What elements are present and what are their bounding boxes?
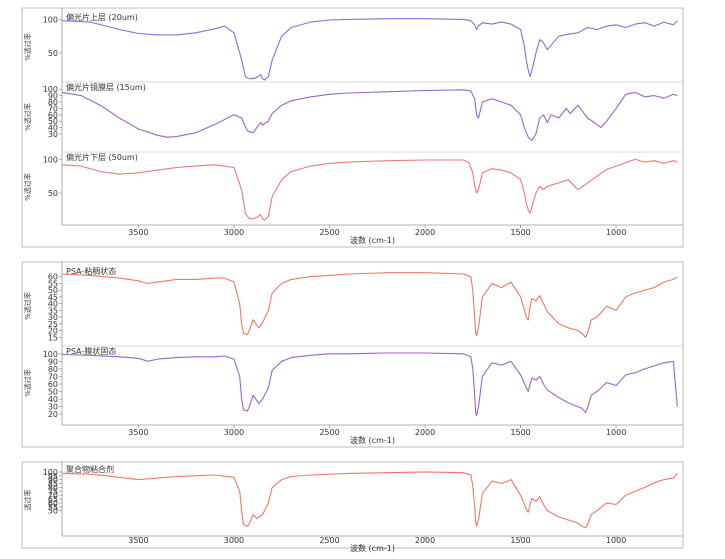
y-tick-label: 50 [48, 388, 58, 397]
y-tick-label: 40 [48, 124, 58, 133]
y-tick-label: 70 [48, 104, 58, 113]
y-tick-label: 100 [43, 85, 58, 94]
x-tick-label: 3500 [128, 228, 148, 237]
y-tick-label: 65 [48, 495, 58, 504]
group-frame-1 [21, 261, 684, 448]
y-tick-label: 50 [48, 189, 58, 198]
x-tick-label: 2000 [415, 536, 435, 545]
spectrum-line [61, 89, 678, 141]
series-title: 偏光片上层 (20um) [66, 12, 138, 22]
y-axis-label: %透过率 [23, 103, 32, 131]
y-tick-label: 85 [48, 480, 58, 489]
spectrum-line [61, 471, 678, 529]
y-tick-label: 30 [48, 403, 58, 412]
y-tick-label: 50 [48, 117, 58, 126]
x-tick-label: 1500 [510, 536, 530, 545]
y-axis-label: %透过率 [23, 369, 32, 397]
y-tick-label: 60 [48, 273, 58, 282]
spectrum-line [61, 352, 678, 417]
y-tick-label: 50 [48, 507, 58, 516]
y-tick-label: 100 [43, 468, 58, 477]
series-title: 聚合物粘合剂 [66, 464, 114, 474]
y-tick-label: 80 [48, 365, 58, 374]
x-tick-label: 2500 [319, 428, 339, 437]
series-title: 偏光片下层 (50um) [66, 152, 138, 162]
series-title: PSA-膜状固态 [66, 346, 116, 356]
x-tick-label: 1000 [606, 428, 626, 437]
x-tick-label: 1000 [606, 536, 626, 545]
y-tick-label: 60 [48, 380, 58, 389]
y-axis-label: 透过率 [23, 490, 32, 511]
y-tick-label: 40 [48, 300, 58, 309]
spectrum-line [61, 158, 678, 221]
y-tick-label: 35 [48, 306, 58, 315]
series-title: PSA-粘稠状态 [66, 266, 116, 276]
y-tick-label: 55 [48, 503, 58, 512]
y-tick-label: 90 [48, 476, 58, 485]
y-tick-label: 15 [48, 333, 58, 342]
y-axis-label: %透过率 [23, 173, 32, 201]
x-axis-label: 波数 (cm-1) [350, 235, 395, 245]
x-tick-label: 3500 [128, 428, 148, 437]
x-tick-label: 2500 [319, 228, 339, 237]
y-tick-label: 25 [48, 320, 58, 329]
y-tick-label: 20 [48, 327, 58, 336]
group-frame-0 [21, 7, 684, 248]
y-tick-label: 95 [48, 472, 58, 481]
x-tick-label: 2500 [319, 536, 339, 545]
x-tick-label: 3000 [224, 428, 244, 437]
y-tick-label: 90 [48, 357, 58, 366]
y-tick-label: 70 [48, 372, 58, 381]
x-axis-label: 波数 (cm-1) [350, 543, 395, 553]
y-tick-label: 80 [48, 483, 58, 492]
y-tick-label: 20 [48, 410, 58, 419]
y-tick-label: 70 [48, 491, 58, 500]
group-frame-2 [21, 461, 684, 549]
y-tick-label: 55 [48, 279, 58, 288]
y-tick-label: 90 [48, 92, 58, 101]
y-tick-label: 50 [48, 49, 58, 58]
x-tick-label: 3000 [224, 228, 244, 237]
x-tick-label: 2000 [415, 228, 435, 237]
x-tick-label: 2000 [415, 428, 435, 437]
y-tick-label: 40 [48, 395, 58, 404]
spectrum-line [61, 18, 678, 81]
x-tick-label: 1500 [510, 428, 530, 437]
x-tick-label: 3000 [224, 536, 244, 545]
y-tick-label: 100 [43, 350, 58, 359]
y-tick-label: 30 [48, 313, 58, 322]
x-axis-label: 波数 (cm-1) [350, 435, 395, 445]
y-tick-label: 100 [43, 15, 58, 24]
y-tick-label: 45 [48, 293, 58, 302]
y-axis-label: %透过率 [23, 292, 32, 320]
y-tick-label: 75 [48, 487, 58, 496]
spectrum-line [61, 272, 678, 338]
y-tick-label: 100 [43, 155, 58, 164]
x-tick-label: 1000 [606, 228, 626, 237]
y-tick-label: 60 [48, 111, 58, 120]
y-tick-label: 30 [48, 130, 58, 139]
y-tick-label: 60 [48, 499, 58, 508]
x-tick-label: 1500 [510, 228, 530, 237]
y-tick-label: 50 [48, 286, 58, 295]
x-tick-label: 3500 [128, 536, 148, 545]
y-axis-label: %透过率 [23, 33, 32, 61]
series-title: 偏光片镜膜层 (15um) [66, 82, 146, 92]
y-tick-label: 80 [48, 98, 58, 107]
